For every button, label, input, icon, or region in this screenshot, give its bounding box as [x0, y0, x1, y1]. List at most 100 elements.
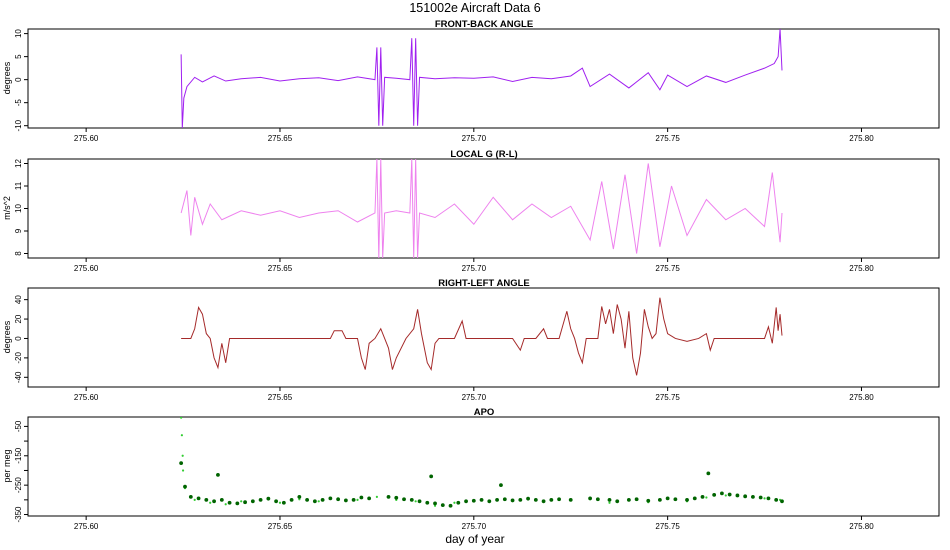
y-tick-label: -350: [14, 506, 23, 523]
apo-point: [626, 497, 631, 502]
apo-point: [356, 498, 359, 501]
apo-point: [743, 494, 748, 499]
apo-point: [706, 471, 711, 476]
y-tick-label: -20: [14, 352, 23, 364]
apo-point: [336, 497, 341, 502]
panel-title-apo: APO: [474, 407, 495, 418]
y-tick-label: 0: [14, 336, 23, 341]
local-g-marks: [180, 159, 783, 258]
apo-point: [780, 499, 784, 504]
apo-point: [188, 495, 193, 499]
apo-point: [402, 497, 406, 502]
front-back-angle-series-line: [180, 29, 783, 128]
apo-point: [685, 497, 689, 502]
apo-point: [305, 497, 310, 502]
x-tick-label: 275.60: [74, 393, 99, 402]
y-tick-label: -250: [14, 477, 23, 494]
apo-point: [250, 499, 255, 504]
apo-point: [448, 503, 453, 508]
apo-point: [720, 491, 724, 496]
y-tick-label: 5: [14, 54, 23, 59]
apo-point: [181, 454, 184, 457]
plot-frame-apo: [27, 416, 940, 517]
x-tick-label: 275.65: [268, 522, 293, 531]
apo-point: [665, 496, 670, 501]
apo-point: [414, 500, 417, 503]
x-tick-label: 275.70: [462, 522, 487, 531]
apo-point: [479, 497, 484, 502]
y-tick-label: 10: [14, 204, 23, 213]
apo-point: [510, 498, 515, 503]
y-tick-label: -150: [14, 447, 23, 464]
x-tick-label: 275.70: [462, 134, 487, 143]
apo-point: [312, 499, 317, 504]
y-tick-label: 10: [14, 29, 23, 38]
apo-axes: 275.60 275.65 275.70 275.75 275.80 -50 -150 -25…: [14, 420, 874, 531]
apo-point: [317, 500, 320, 503]
apo-point: [607, 497, 612, 502]
apo-point: [266, 496, 271, 501]
apo-point: [727, 492, 732, 497]
apo-point: [705, 496, 708, 499]
panel-title-right-left-angle: RIGHT-LEFT ANGLE: [438, 278, 529, 289]
apo-point: [673, 497, 678, 502]
apo-point: [608, 501, 611, 504]
apo-point: [289, 497, 294, 502]
apo-point: [557, 497, 561, 502]
apo-point: [343, 498, 348, 503]
apo-point: [615, 499, 620, 504]
apo-point: [758, 495, 763, 500]
x-tick-label: 275.75: [655, 393, 680, 402]
apo-point: [763, 497, 766, 500]
apo-point: [240, 500, 243, 503]
apo-point: [518, 497, 523, 502]
x-tick-label: 275.65: [268, 393, 293, 402]
y-axis-label-apo: per meg: [2, 449, 12, 482]
apo-point: [227, 500, 232, 505]
apo-point: [526, 496, 530, 501]
apo-marks: [179, 417, 784, 508]
y-axis-label-front-back-angle: degrees: [2, 61, 12, 94]
x-tick-label: 275.75: [655, 264, 680, 273]
y-tick-label: 40: [14, 295, 23, 304]
local-g-series-line: [180, 159, 783, 258]
apo-point: [471, 498, 476, 503]
apo-point: [700, 495, 705, 499]
apo-point: [735, 493, 740, 498]
apo-point: [258, 497, 263, 502]
apo-point: [533, 497, 538, 502]
y-tick-label: 0: [14, 77, 23, 82]
x-tick-label: 275.60: [74, 264, 99, 273]
x-tick-label: 275.75: [655, 134, 680, 143]
apo-point: [183, 484, 187, 489]
apo-point: [541, 499, 546, 504]
apo-point: [499, 483, 503, 488]
apo-point: [224, 503, 227, 506]
panel-apo: APO per meg 275.60 275.65 275.70 275.75 275.…: [2, 407, 940, 531]
x-tick-label: 275.80: [849, 134, 874, 143]
page-title: 151002e Aircraft Data 6: [409, 1, 540, 15]
apo-point: [180, 434, 183, 437]
y-tick-label: 12: [14, 159, 23, 168]
y-tick-label: -5: [14, 99, 23, 107]
x-tick-label: 275.60: [74, 134, 99, 143]
apo-point: [751, 495, 755, 499]
apo-point: [425, 500, 430, 505]
y-tick-label: 20: [14, 314, 23, 323]
x-tick-label: 275.70: [462, 393, 487, 402]
front-back-angle-axes: 275.60 275.65 275.70 275.75 275.80 -10 -5 0 5 10: [14, 29, 874, 143]
apo-point: [193, 498, 196, 501]
y-tick-label: 9: [14, 228, 23, 233]
panel-title-front-back-angle: FRONT-BACK ANGLE: [435, 19, 533, 30]
apo-point: [274, 499, 278, 504]
apo-point: [297, 495, 302, 499]
y-tick-label: -40: [14, 371, 23, 383]
apo-point: [487, 499, 492, 504]
right-left-angle-marks: [181, 297, 783, 376]
plot-frame-front-back-angle: [27, 28, 940, 129]
apo-point: [646, 498, 651, 503]
y-tick-label: -10: [14, 119, 23, 131]
apo-point: [235, 501, 240, 506]
apo-point: [367, 496, 372, 501]
